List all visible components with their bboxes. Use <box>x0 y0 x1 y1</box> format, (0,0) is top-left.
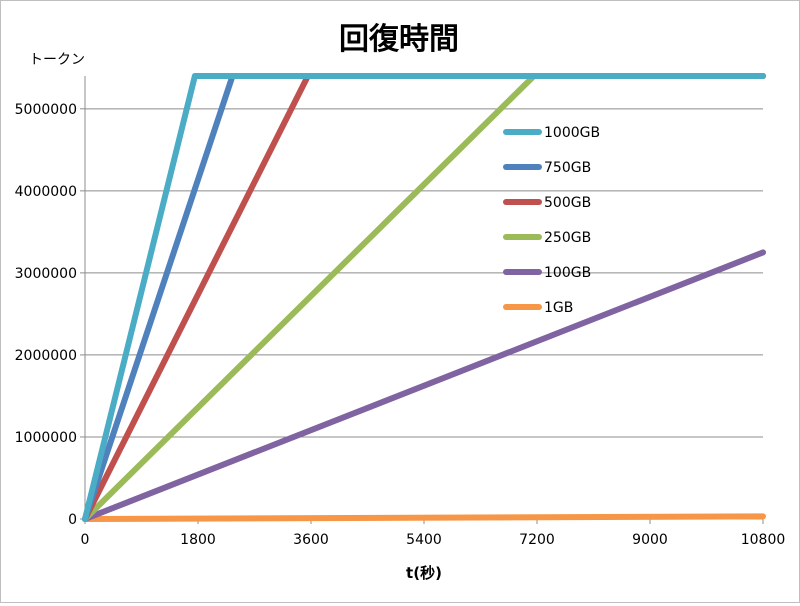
x-tick-label: 7200 <box>519 532 555 548</box>
series-layer <box>82 73 766 522</box>
y-tick-label: 5000000 <box>15 102 77 118</box>
series-line-500gb <box>82 73 766 522</box>
series-line-250gb <box>82 73 766 522</box>
x-tick-label: 10800 <box>741 532 786 548</box>
x-axis-label: t(秒) <box>406 564 442 582</box>
axis-layer: 0 1000000 2000000 3000000 4000000 5000000 0 180… <box>15 76 786 548</box>
x-tick-label: 5400 <box>406 532 442 548</box>
legend: 1000GB 750GB 500GB 250GB 100GB 1GB <box>503 125 600 316</box>
series-line-750gb <box>82 73 766 522</box>
x-tick-label: 3600 <box>293 532 329 548</box>
y-tick-label: 1000000 <box>15 430 77 446</box>
x-tick-label: 9000 <box>632 532 668 548</box>
legend-label-500gb: 500GB <box>544 195 591 211</box>
legend-label-100gb: 100GB <box>544 265 591 281</box>
chart-title: 回復時間 <box>339 22 459 57</box>
y-tick-label: 2000000 <box>15 348 77 364</box>
series-line-1gb <box>82 513 766 522</box>
legend-label-750gb: 750GB <box>544 160 591 176</box>
legend-label-1gb: 1GB <box>544 300 573 316</box>
y-tick-label: 3000000 <box>15 266 77 282</box>
legend-label-250gb: 250GB <box>544 230 591 246</box>
x-tick-label: 0 <box>81 532 90 548</box>
y-axis-label: トークン <box>29 52 85 68</box>
grid-layer <box>85 108 763 438</box>
y-tick-label: 4000000 <box>15 184 77 200</box>
series-line-1000gb <box>82 73 766 522</box>
y-tick-label: 0 <box>68 512 77 528</box>
x-tick-label: 1800 <box>180 532 216 548</box>
series-line-100gb <box>82 249 766 522</box>
legend-label-1000gb: 1000GB <box>544 125 600 141</box>
